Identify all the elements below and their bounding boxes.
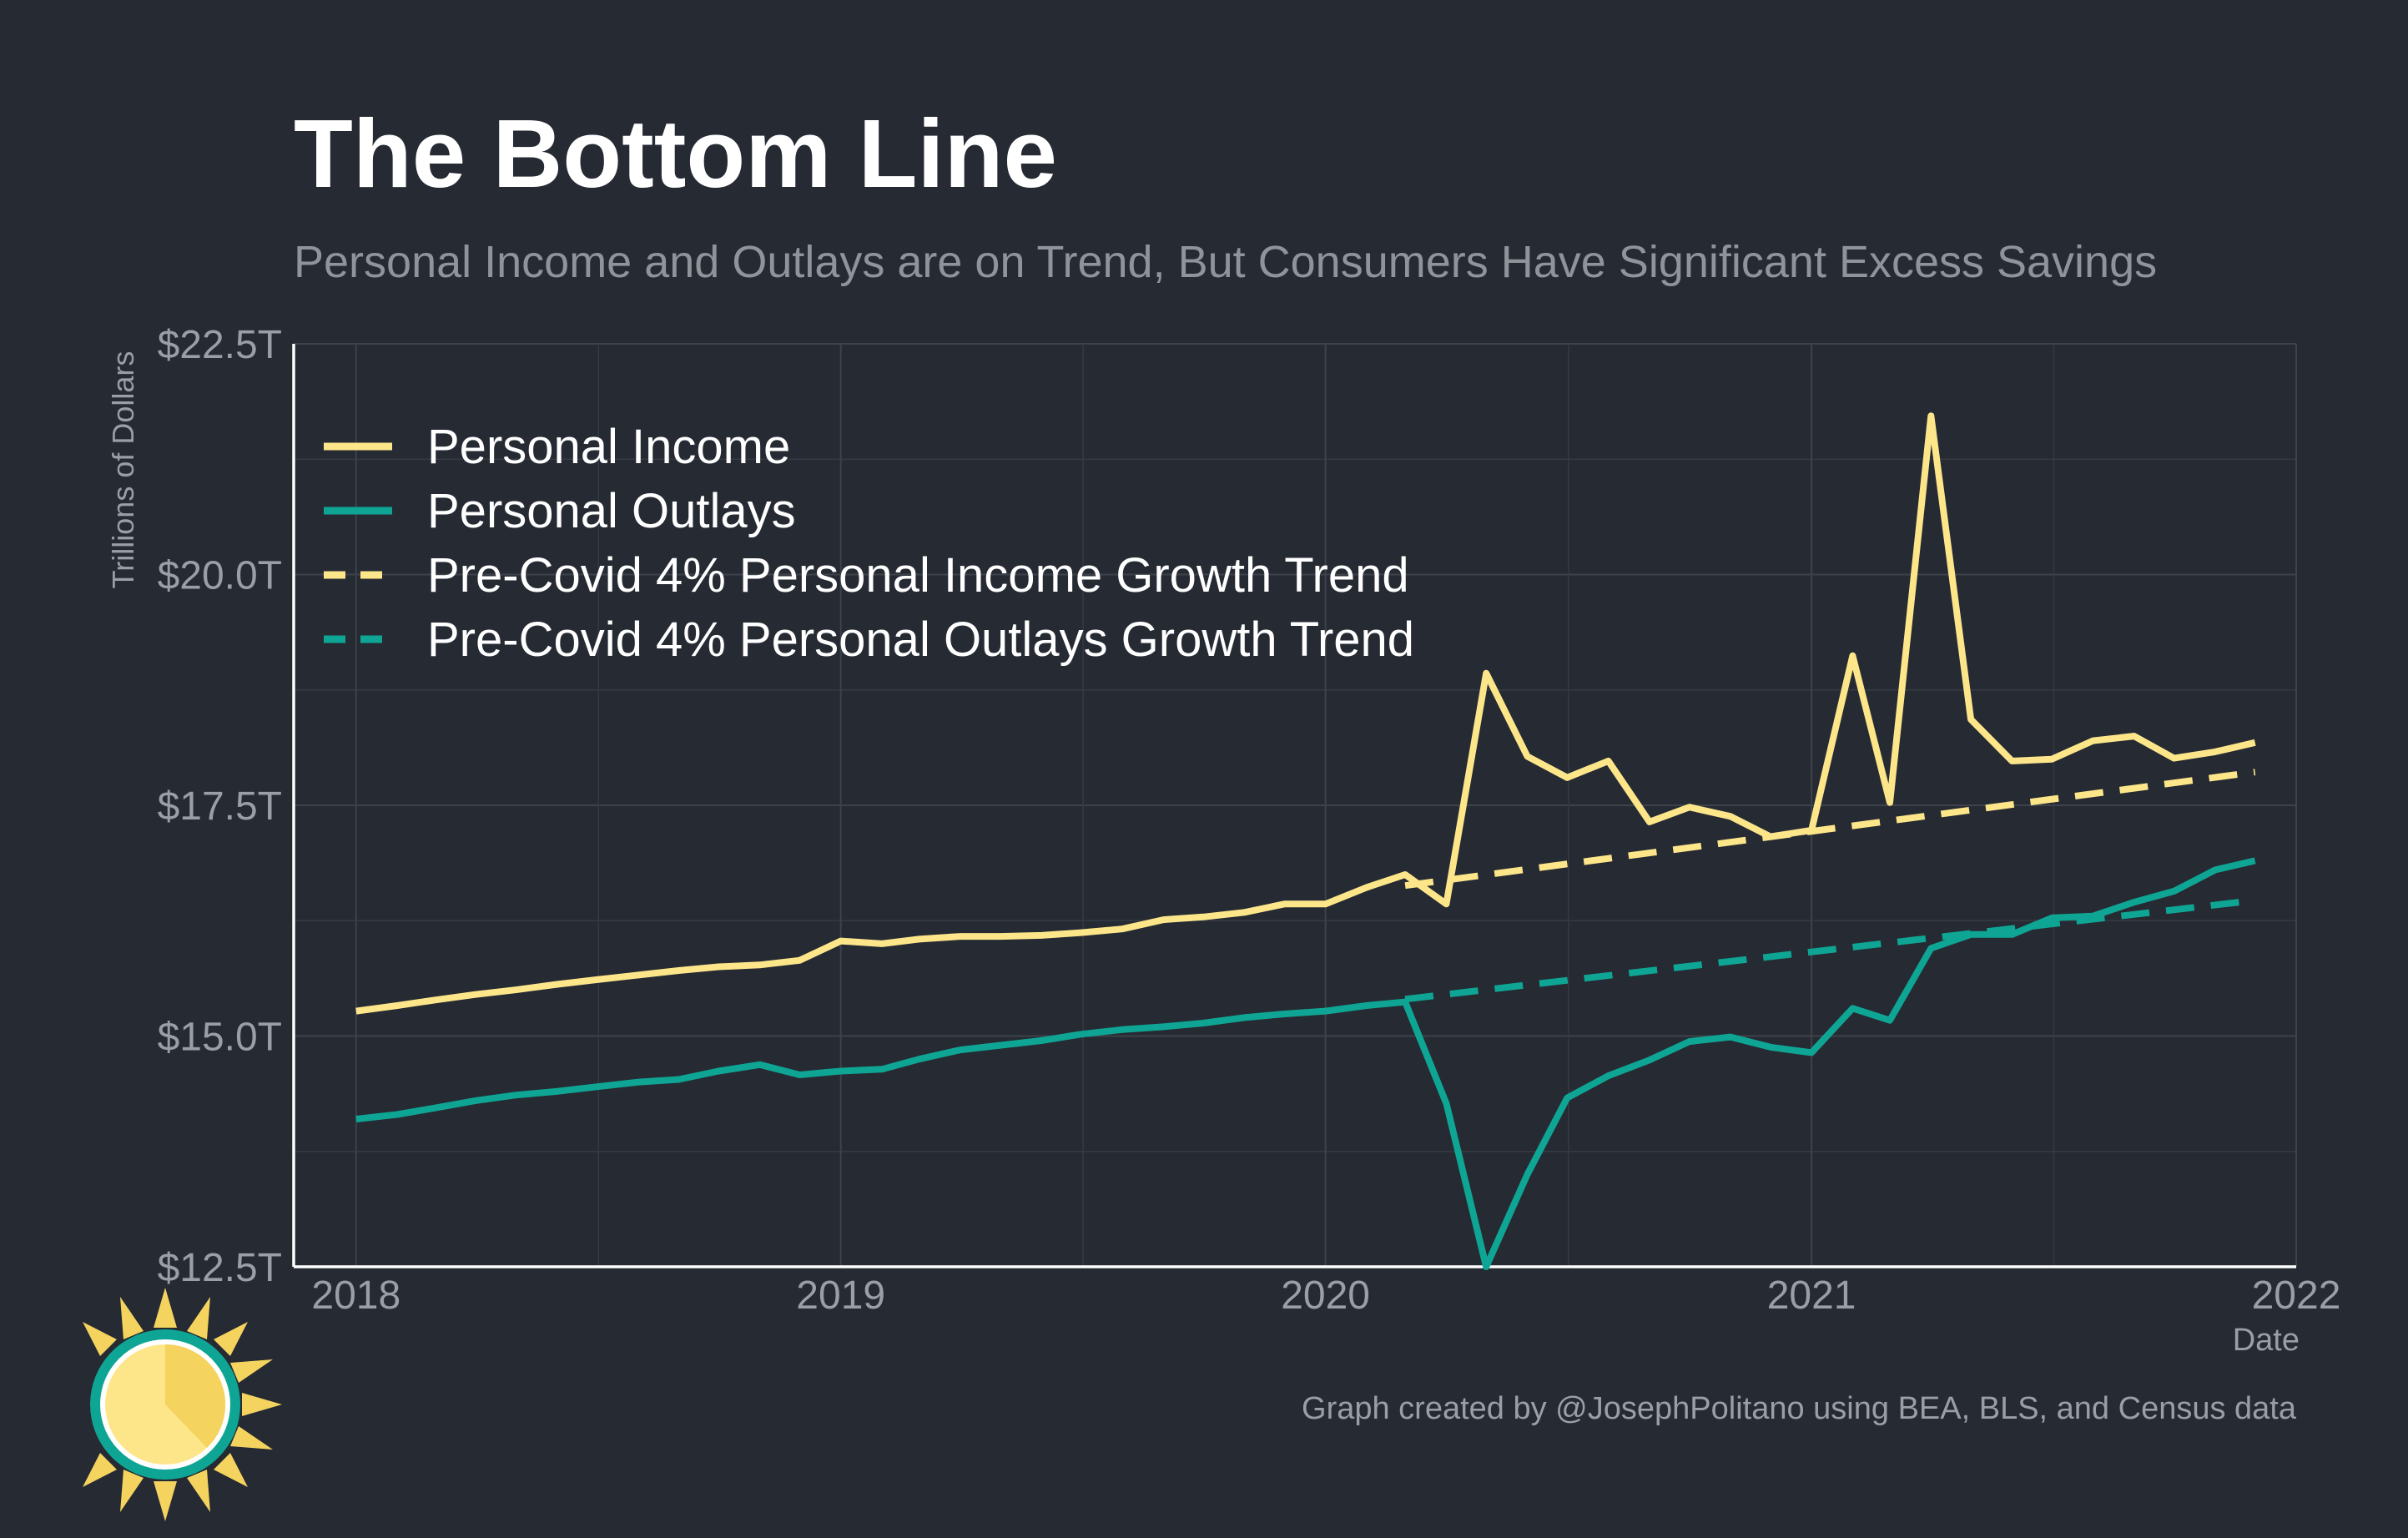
legend-label: Personal Income — [427, 420, 790, 474]
series-line-4 — [1404, 896, 2256, 1003]
legend-label: Personal Outlays — [427, 484, 796, 538]
x-tick-label: 2020 — [1281, 1273, 1370, 1318]
chart-subtitle: Personal Income and Outlays are on Trend… — [294, 237, 2157, 287]
legend-label: Pre-Covid 4% Personal Outlays Growth Tre… — [427, 613, 1414, 667]
x-tick-label: 2022 — [2252, 1273, 2341, 1318]
x-tick-labels: 2018 2019 2020 2021 2022 — [311, 1273, 2340, 1318]
y-tick-labels: $12.5T $15.0T $17.5T $20.0T $22.5T — [158, 323, 282, 1290]
x-tick-label: 2021 — [1767, 1273, 1856, 1318]
axes — [292, 344, 2296, 1268]
y-axis-title: Trillions of Dollars — [106, 351, 140, 589]
y-tick-label: $12.5T — [158, 1246, 282, 1290]
grid-lines — [294, 343, 2297, 1268]
sun-logo-icon — [83, 1288, 282, 1521]
series-line-3 — [1404, 769, 2256, 890]
caption: Graph created by @JosephPolitano using B… — [1302, 1391, 2297, 1426]
y-tick-label: $20.0T — [158, 554, 282, 598]
x-axis-title: Date — [2233, 1323, 2300, 1358]
legend: Personal Income Personal Outlays Pre-Covid… — [324, 420, 1414, 667]
chart-title: The Bottom Line — [294, 99, 1057, 208]
y-tick-label: $17.5T — [158, 784, 282, 829]
y-tick-label: $22.5T — [158, 323, 282, 367]
series-line-1 — [355, 412, 2256, 1015]
y-tick-label: $15.0T — [158, 1016, 282, 1060]
series-lines — [355, 412, 2256, 1270]
series-line-2 — [355, 857, 2256, 1270]
legend-label: Pre-Covid 4% Personal Income Growth Tren… — [427, 548, 1409, 603]
x-tick-label: 2018 — [311, 1273, 400, 1318]
x-tick-label: 2019 — [796, 1273, 885, 1318]
